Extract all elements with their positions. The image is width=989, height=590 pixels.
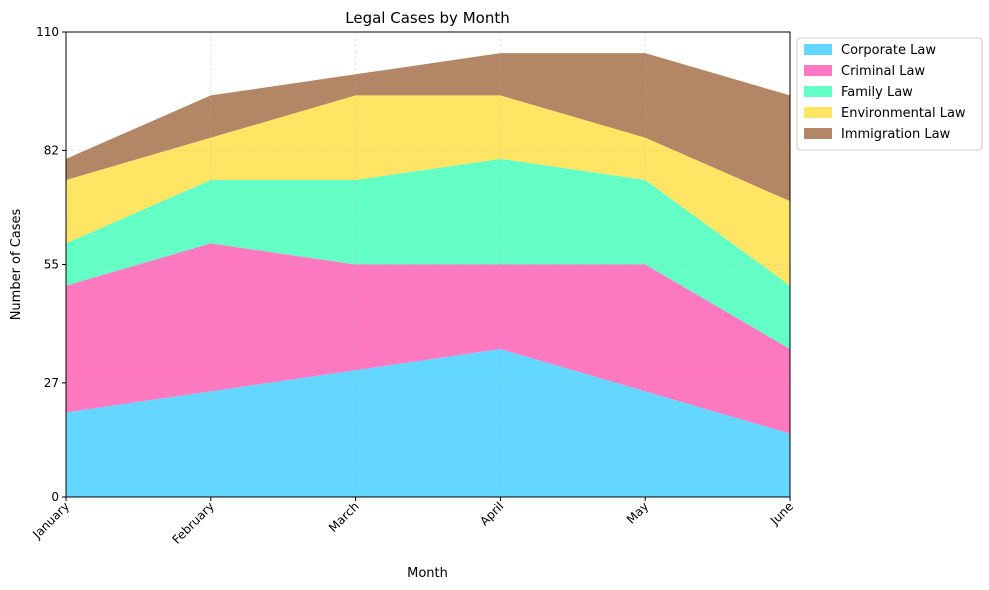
legend-swatch xyxy=(804,128,832,139)
area-corporate-law xyxy=(66,349,790,497)
area-environmental-law xyxy=(66,95,790,286)
legend-swatch xyxy=(804,44,832,55)
x-tick-label: March xyxy=(326,499,362,535)
area-immigration-law xyxy=(66,53,790,202)
y-axis-title: Number of Cases xyxy=(9,208,24,320)
y-axis: 0 27 55 82 110 xyxy=(36,25,66,504)
y-tick-label: 82 xyxy=(44,143,59,157)
x-tick-label: February xyxy=(169,499,217,547)
x-tick-label: January xyxy=(29,499,72,542)
x-tick-label: June xyxy=(767,499,796,528)
legend: Corporate Law Criminal Law Family Law Envir… xyxy=(796,37,983,151)
legend-label: Criminal Law xyxy=(841,64,925,79)
legend-swatch xyxy=(804,65,832,76)
y-tick-label: 27 xyxy=(44,376,59,390)
area-family-law xyxy=(66,158,790,350)
y-tick-label: 0 xyxy=(51,490,59,504)
legend-swatch xyxy=(804,86,832,97)
area-criminal-law xyxy=(66,243,790,434)
legend-label: Corporate Law xyxy=(841,43,936,58)
legend-box xyxy=(796,37,983,151)
areas-layer xyxy=(66,53,790,497)
x-axis: January February March April May June xyxy=(29,497,796,547)
x-tick-label: April xyxy=(477,499,506,528)
x-tick-label: May xyxy=(624,499,651,526)
y-tick-label: 55 xyxy=(44,258,59,272)
legend-label: Environmental Law xyxy=(841,106,966,121)
legend-swatch xyxy=(804,107,832,118)
chart-title: Legal Cases by Month xyxy=(345,9,509,27)
legend-label: Family Law xyxy=(841,85,913,100)
legend-label: Immigration Law xyxy=(841,127,951,142)
y-tick-label: 110 xyxy=(36,25,59,39)
x-axis-title: Month xyxy=(407,566,448,581)
